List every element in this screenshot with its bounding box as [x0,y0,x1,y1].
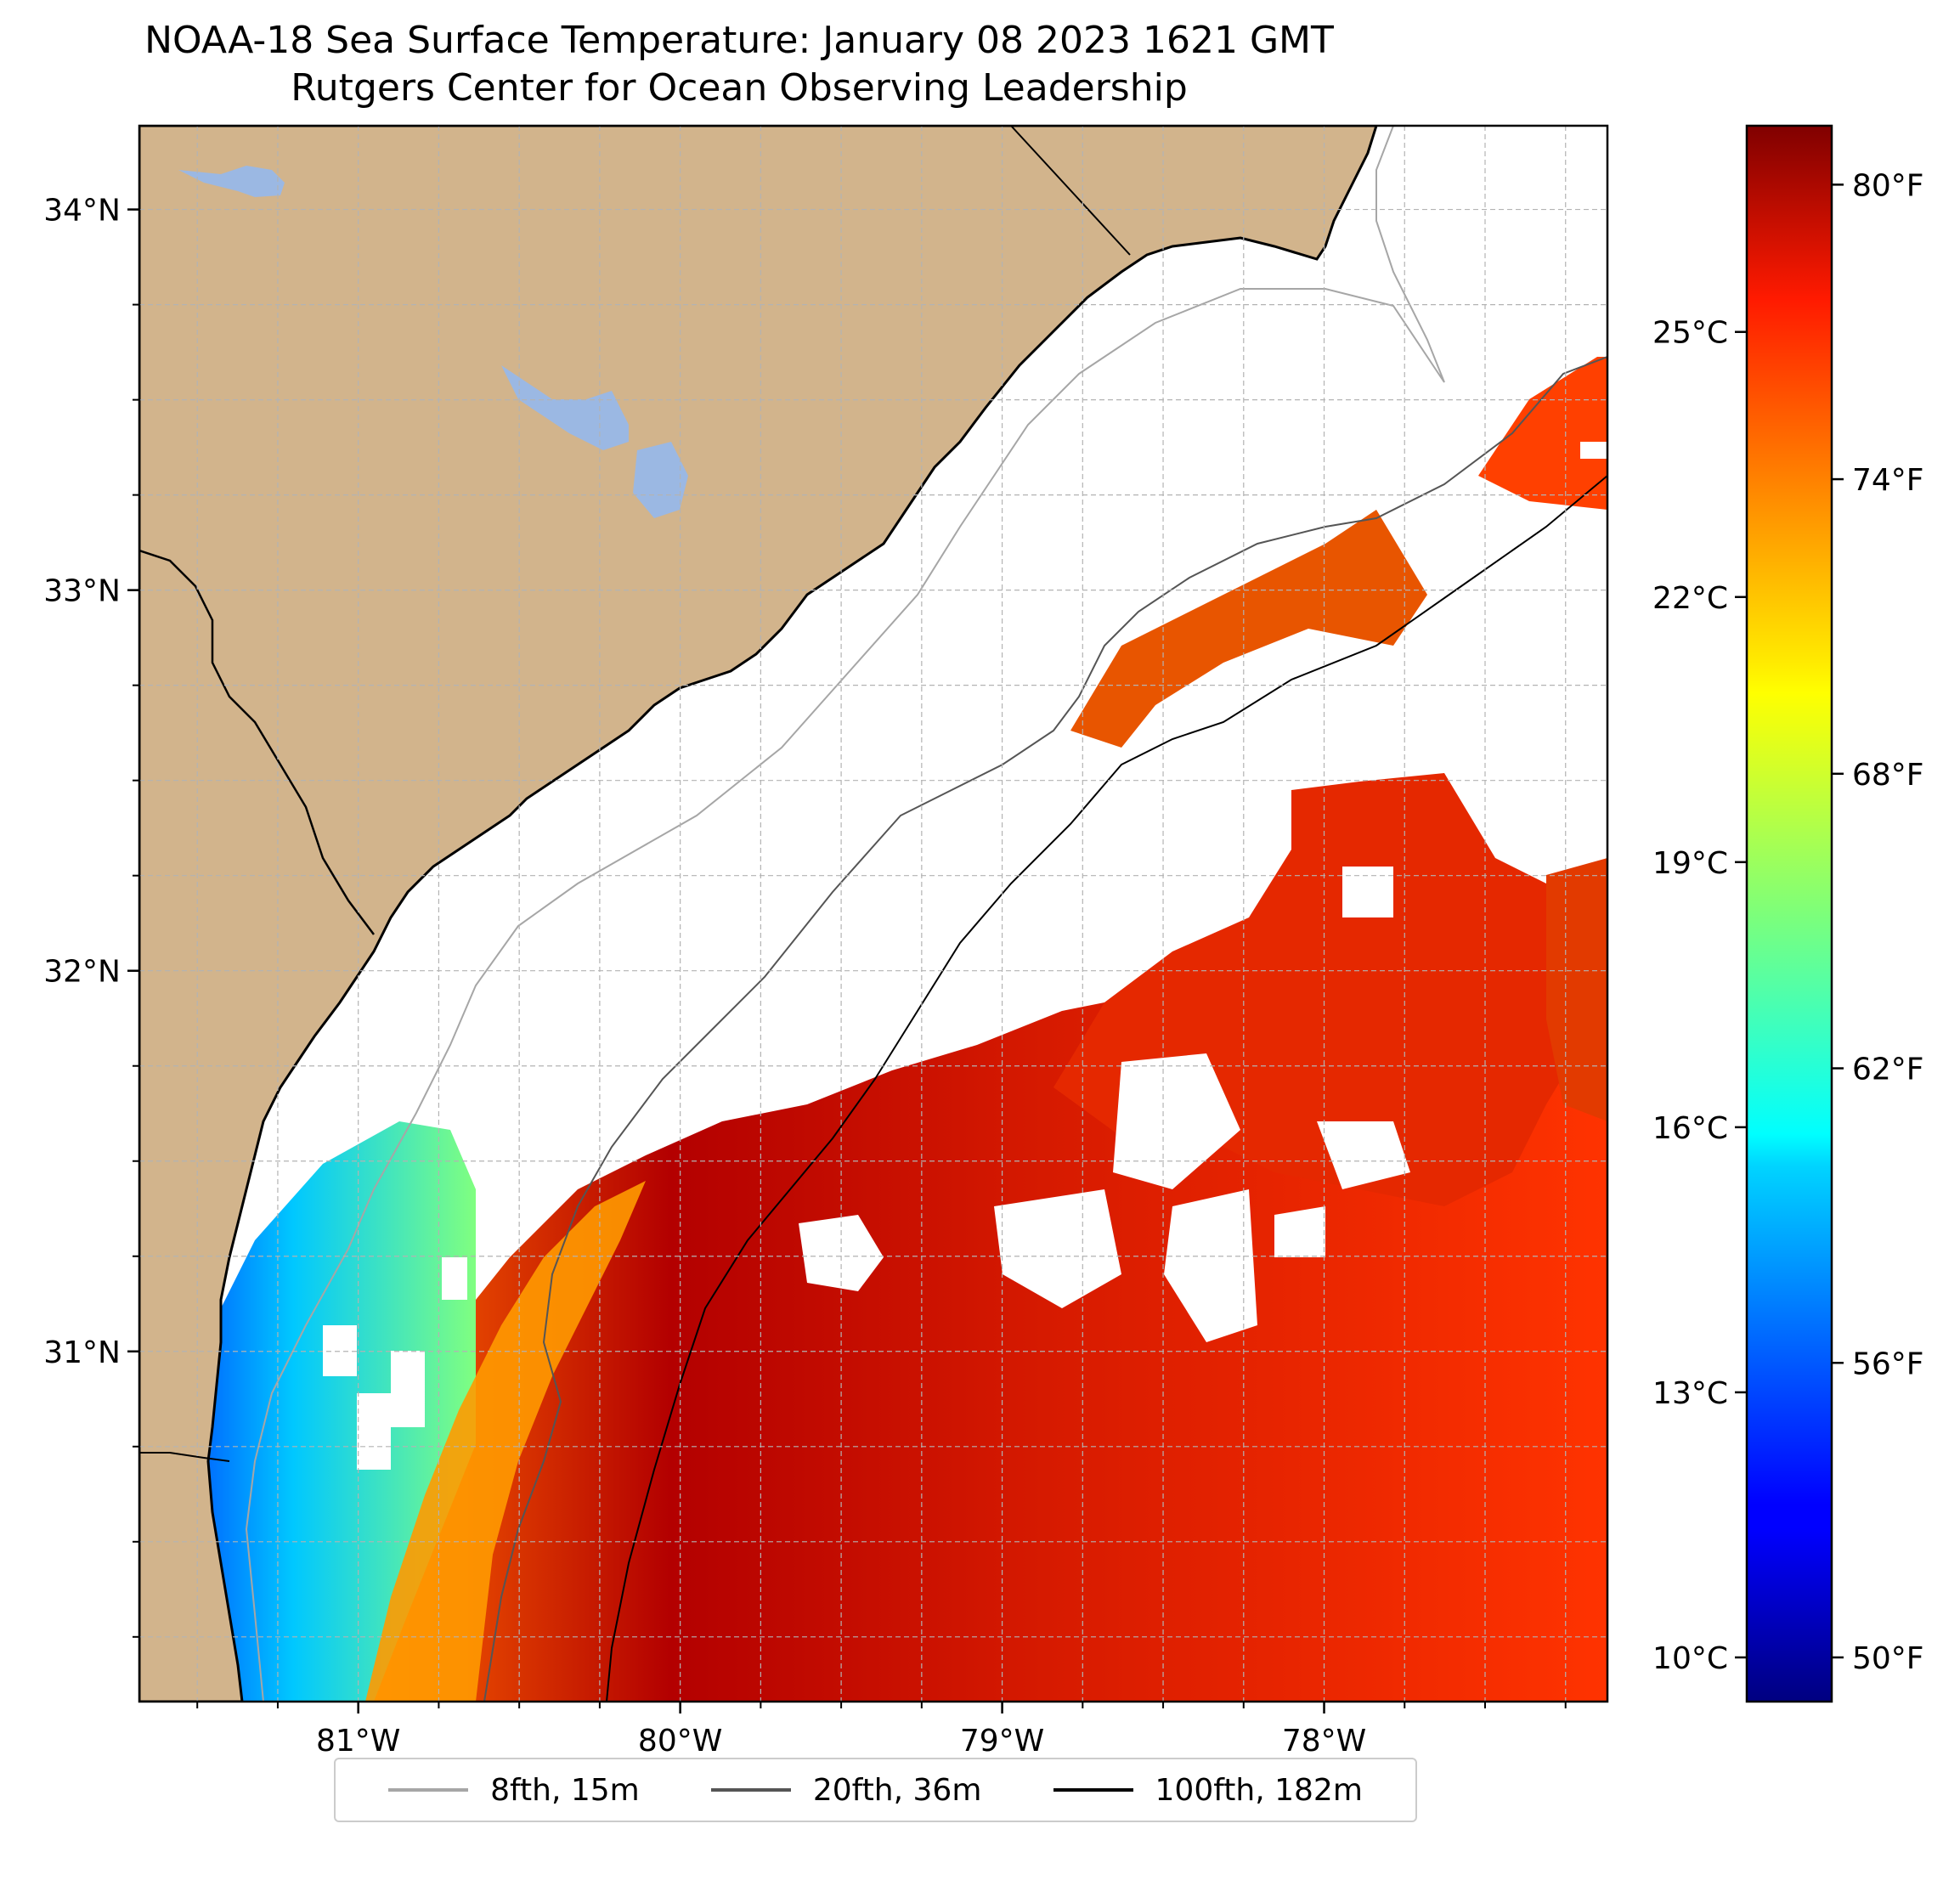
lon-tick-label: 80°W [638,1724,722,1759]
isobath-20fth [483,356,1607,1702]
lat-tick-label: 31°N [43,1335,121,1370]
map-title: NOAA-18 Sea Surface Temperature: January… [144,19,1334,62]
sst-shelf-edge-patch [1070,510,1427,748]
lat-tick-label: 33°N [43,574,121,609]
lake-northwest [178,166,285,197]
cloud-gaps [799,442,1607,1342]
land-mass [139,126,1378,1702]
map-axes: 34°N 33°N 32°N 31°N 81°W 80°W 79°W 78°W [43,194,1567,1759]
cb-c-label: 13°C [1652,1376,1728,1411]
lat-tick-label: 32°N [43,955,121,990]
legend-item-20fth: 20fth, 36m [710,1772,982,1808]
sst-east-patch [1546,858,1607,1121]
legend-label-8fth: 8fth, 15m [490,1772,640,1808]
cloud-gaps-coastal [323,1257,467,1470]
state-border [139,549,375,935]
lon-tick-label: 78°W [1282,1724,1366,1759]
cb-f-label: 80°F [1852,168,1924,203]
isobath-100fth [606,475,1607,1702]
cb-f-label: 56°F [1852,1346,1924,1381]
cb-f-label: 74°F [1852,463,1924,498]
cb-c-label: 16°C [1652,1111,1728,1146]
lake-marion [501,365,629,450]
cb-f-label: 68°F [1852,758,1924,793]
state-border-north [1010,126,1131,256]
sst-transition-band [365,1181,646,1702]
map-subtitle: Rutgers Center for Ocean Observing Leade… [291,66,1188,110]
cb-c-label: 22°C [1652,581,1728,616]
isobath-legend: 8fth, 15m 20fth, 36m 100fth, 182m [334,1758,1417,1822]
cb-c-label: 19°C [1652,846,1728,881]
legend-swatch-100fth [1053,1788,1133,1792]
lake-moultrie [633,442,688,518]
map-frame [138,124,1609,1703]
sst-northeast-patch [1478,357,1607,510]
lat-tick-label: 34°N [43,194,121,229]
cb-c-label: 25°C [1652,316,1728,351]
legend-item-8fth: 8fth, 15m [388,1773,640,1808]
state-border-south [139,1452,230,1462]
legend-item-100fth: 100fth, 182m [1053,1773,1363,1808]
sst-cold-field [144,1121,476,1702]
cb-f-label: 62°F [1852,1053,1924,1087]
lat-lon-grid [139,126,1607,1702]
colorbar [1745,124,1833,1703]
legend-swatch-8fth [388,1788,469,1792]
lon-tick-label: 79°W [960,1724,1044,1759]
legend-label-20fth: 20fth, 36m [812,1772,982,1808]
cb-c-label: 10°C [1652,1641,1728,1676]
legend-swatch-20fth [710,1788,791,1792]
isobath-8fth [245,126,1445,1702]
cb-f-label: 50°F [1852,1641,1924,1676]
colorbar-axes: 80°F 74°F 68°F 62°F 56°F 50°F 25°C 22°C 19°C 16°C… [1652,168,1923,1676]
legend-label-100fth: 100fth, 182m [1155,1772,1363,1808]
lon-tick-label: 81°W [316,1724,400,1759]
